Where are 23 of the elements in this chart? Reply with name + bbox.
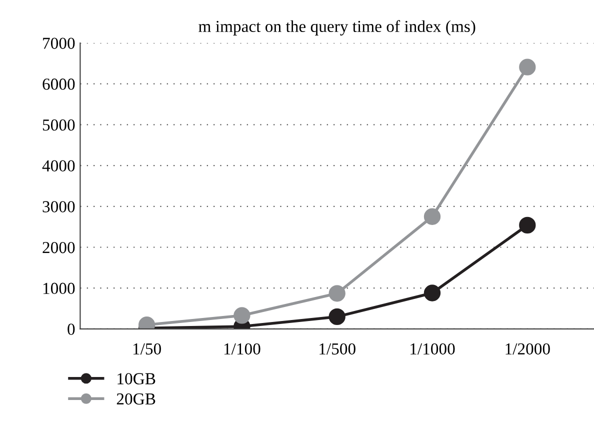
point — [234, 307, 250, 324]
legend-label: 10GB — [118, 373, 156, 384]
x-tick-label: 1/50 — [133, 343, 161, 355]
y-tick-label: 5000 — [42, 119, 75, 131]
chart-title: m impact on the query time of index (ms) — [198, 20, 476, 36]
y-tick-label: 1000 — [43, 282, 75, 294]
y-tick-label: 3000 — [42, 201, 75, 212]
point — [519, 216, 536, 234]
y-tick-label: 0 — [68, 324, 75, 335]
x-tick-label: 1/1000 — [410, 343, 455, 355]
y-tick-label: 4000 — [42, 160, 75, 172]
legend-label: 20GB — [116, 393, 156, 405]
y-tick-label: 7000 — [43, 38, 75, 49]
point — [424, 208, 441, 225]
x-tick-label: 1/500 — [320, 343, 356, 355]
x-tick-label: 1/2000 — [506, 343, 550, 355]
point — [519, 58, 536, 76]
point — [328, 308, 346, 326]
point — [328, 285, 346, 302]
x-tick-label: 1/100 — [224, 343, 260, 355]
y-tick-label: 6000 — [42, 78, 75, 90]
y-tick-label: 2000 — [42, 242, 75, 254]
point — [424, 284, 441, 302]
